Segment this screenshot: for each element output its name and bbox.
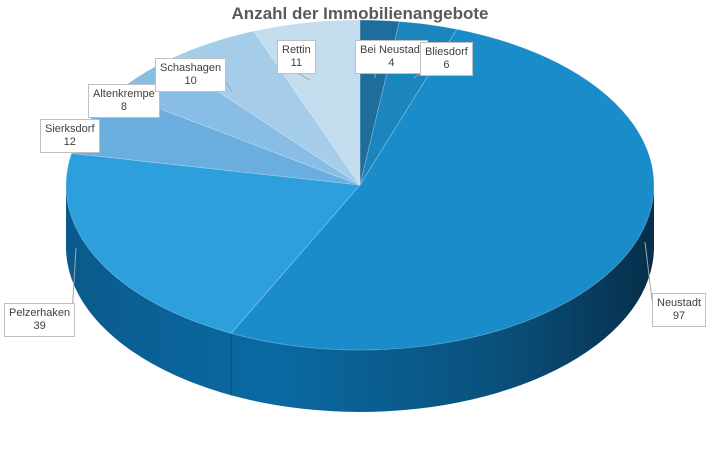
data-label-neustadt: Neustadt 97 — [652, 293, 707, 327]
data-label-category: Pelzerhaken — [9, 307, 71, 319]
data-label-altenkrempe: Altenkrempe 8 — [88, 84, 160, 118]
data-label-category: Bliesdorf — [425, 46, 468, 58]
data-label-value: 11 — [290, 57, 303, 69]
leader-line-schashagen — [225, 81, 233, 93]
data-label-category: Altenkrempe — [93, 88, 155, 100]
leader-line-neustadt — [644, 241, 653, 301]
data-label-schashagen: Schashagen 10 — [155, 58, 227, 92]
pie-slice-pelzerhaken — [65, 152, 361, 334]
leader-line-altenkrempe — [159, 107, 169, 119]
data-label-value: 10 — [184, 75, 197, 87]
data-label-bliesdorf: Bliesdorf 6 — [420, 42, 473, 76]
data-label-value: 12 — [63, 136, 76, 148]
data-label-category: Neustadt — [657, 297, 702, 309]
data-label-value: 4 — [388, 57, 395, 69]
data-label-category: Bei Neustadt — [360, 44, 423, 56]
data-label-category: Rettin — [282, 44, 311, 56]
data-label-pelzerhaken: Pelzerhaken 39 — [4, 303, 76, 337]
data-label-sierksdorf: Sierksdorf 12 — [40, 119, 100, 153]
pie-side-wall — [66, 185, 654, 412]
data-label-value: 39 — [33, 320, 46, 332]
data-label-category: Sierksdorf — [45, 123, 95, 135]
data-label-category: Schashagen — [160, 62, 222, 74]
chart-title: Anzahl der Immobilienangebote — [231, 4, 489, 23]
data-label-bei-neustadt: Bei Neustadt 4 — [355, 40, 428, 74]
pie-slice-neustadt — [230, 28, 655, 351]
data-label-value: 97 — [672, 310, 686, 322]
data-label-rettin: Rettin 11 — [277, 40, 316, 74]
data-label-value: 6 — [443, 59, 450, 71]
data-label-value: 8 — [120, 101, 127, 113]
